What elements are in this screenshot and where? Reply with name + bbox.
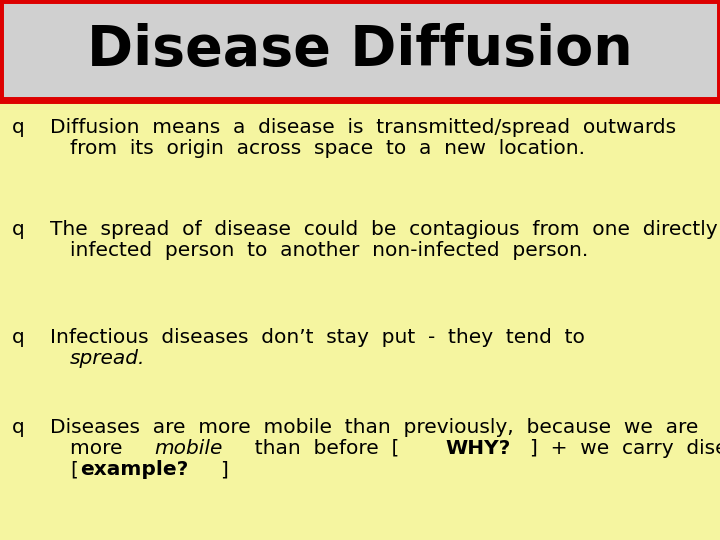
Text: q: q [12,220,24,239]
Text: than  before  [: than before [ [243,439,400,458]
Text: Disease Diffusion: Disease Diffusion [87,23,633,77]
Text: The  spread  of  disease  could  be  contagious  from  one  directly: The spread of disease could be contagiou… [50,220,718,239]
Text: Diseases  are  more  mobile  than  previously,  because  we  are: Diseases are more mobile than previously… [50,418,698,437]
Text: Diffusion  means  a  disease  is  transmitted/spread  outwards: Diffusion means a disease is transmitted… [50,118,676,137]
Text: q: q [12,328,24,347]
Text: [: [ [70,460,78,479]
Text: ]: ] [220,460,228,479]
Text: q: q [12,118,24,137]
Text: Infectious  diseases  don’t  stay  put  -  they  tend  to: Infectious diseases don’t stay put - the… [50,328,598,347]
Text: more: more [70,439,135,458]
Text: infected  person  to  another  non-infected  person.: infected person to another non-infected … [70,241,588,260]
Text: example?: example? [80,460,189,479]
Text: spread.: spread. [70,349,145,368]
Text: WHY?: WHY? [446,439,510,458]
Text: q: q [12,418,24,437]
Text: ]  +  we  carry  diseases  with  us: ] + we carry diseases with us [530,439,720,458]
Text: from  its  origin  across  space  to  a  new  location.: from its origin across space to a new lo… [70,139,585,158]
Bar [0,0,720,100]
Text: mobile: mobile [154,439,222,458]
